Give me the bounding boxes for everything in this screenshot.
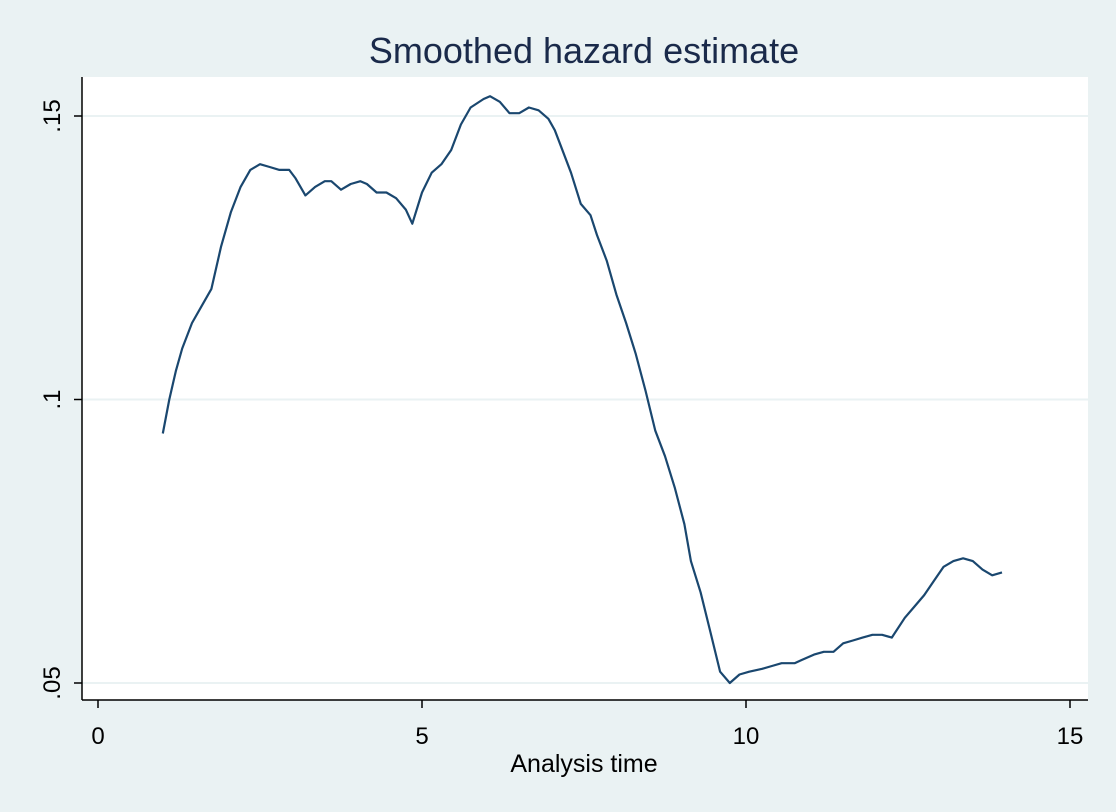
y-tick-label: .05	[39, 666, 66, 699]
plot-area	[82, 77, 1088, 700]
x-tick-label: 0	[91, 723, 104, 750]
y-tick-label: .1	[39, 389, 66, 409]
chart-title: Smoothed hazard estimate	[369, 30, 799, 71]
hazard-line	[161, 95, 1003, 685]
x-tick-label: 15	[1057, 723, 1084, 750]
y-tick-label: .15	[39, 99, 66, 132]
x-axis-label: Analysis time	[510, 750, 657, 778]
x-tick-label: 5	[415, 723, 428, 750]
x-tick-label: 10	[733, 723, 760, 750]
